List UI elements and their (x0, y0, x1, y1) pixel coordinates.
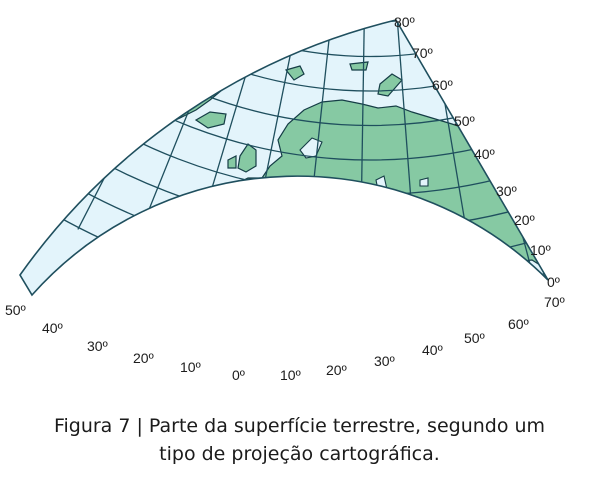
conic-projection-map: 80º 70º 60º 50º 40º 30º 20º 10º 0º 50º 4… (5, 0, 599, 383)
longitude-label: 20º (326, 362, 347, 378)
latitude-label: 20º (514, 212, 535, 228)
latitude-label: 70º (412, 45, 433, 61)
longitude-label: 70º (544, 294, 565, 310)
madagascar-landmass (352, 338, 360, 350)
longitude-label: 40º (422, 342, 443, 358)
longitude-label: 60º (508, 316, 529, 332)
eurasia-landmass (235, 99, 548, 294)
longitude-label: 20º (133, 350, 154, 366)
latitude-label: 30º (496, 183, 517, 199)
longitude-labels: 50º 40º 30º 20º 10º 0º 10º 20º 30º 40º 5… (5, 294, 565, 383)
parallel-line (148, 20, 548, 23)
svalbard-landmass (284, 65, 305, 81)
british-isles-landmass (237, 143, 257, 173)
latitude-label: 0º (547, 274, 560, 290)
ireland-landmass (227, 155, 237, 169)
iceland-landmass (194, 111, 227, 129)
arabian-peninsula (367, 239, 435, 291)
arctic-islands (349, 61, 369, 71)
longitude-label: 0º (232, 367, 245, 383)
latitude-label: 10º (530, 242, 551, 258)
africa-landmass (203, 209, 411, 295)
longitude-label: 30º (87, 338, 108, 354)
longitude-label: 50º (464, 330, 485, 346)
aral-sea (419, 177, 429, 187)
south-america-landmass (28, 298, 56, 312)
longitude-label: 30º (374, 353, 395, 369)
caption-line-2: tipo de projeção cartográfica. (159, 443, 440, 465)
longitude-label: 10º (280, 367, 301, 383)
meridian-line (553, 0, 599, 211)
caribbean-island (89, 165, 101, 177)
longitude-label: 40º (42, 320, 63, 336)
india-landmass (474, 260, 505, 295)
map-border (19, 19, 549, 297)
meridian-line (523, 20, 548, 239)
figure-caption: Figura 7 | Parte da superfície terrestre… (0, 412, 599, 468)
latitude-label: 40º (474, 146, 495, 162)
longitude-label: 10º (180, 359, 201, 375)
longitude-label: 50º (5, 302, 26, 318)
meridian-line (20, 20, 151, 168)
latitude-labels: 80º 70º 60º 50º 40º 30º 20º 10º 0º (394, 14, 560, 290)
caption-line-1: Figura 7 | Parte da superfície terrestre… (53, 415, 546, 437)
latitude-label: 60º (432, 77, 453, 93)
latitude-label: 80º (394, 14, 415, 30)
parallel-line (20, 164, 548, 295)
latitude-label: 50º (454, 113, 475, 129)
black-sea (328, 181, 357, 195)
